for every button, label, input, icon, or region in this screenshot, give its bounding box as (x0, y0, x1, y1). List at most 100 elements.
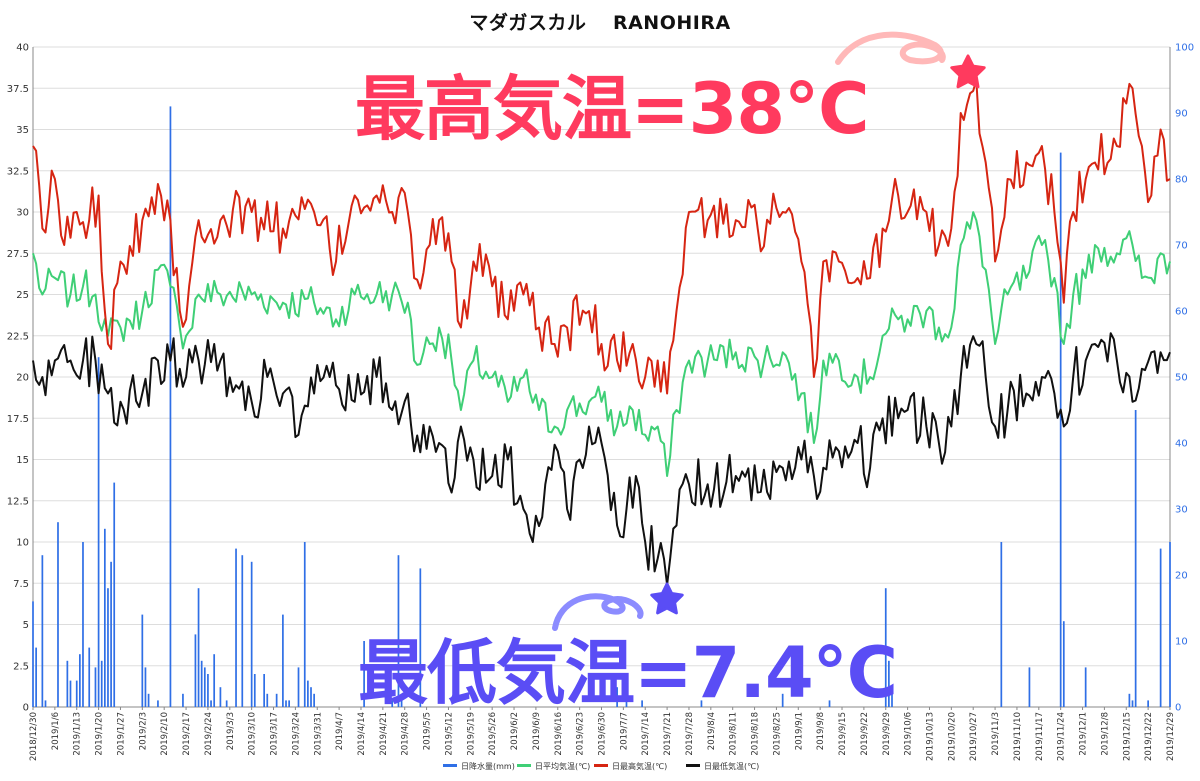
x-tick-label: 2019/6/2 (510, 712, 520, 750)
precip-bar (1131, 700, 1134, 707)
left-tick-label: 15 (16, 455, 29, 466)
x-tick-label: 2019/3/3 (226, 712, 236, 750)
x-tick-label: 2019/12/8 (1100, 712, 1110, 756)
x-tick-label: 2019/1/20 (95, 712, 105, 756)
low-scribble (552, 593, 644, 631)
x-tick-label: 2019/7/14 (641, 712, 651, 756)
precip-bar (1147, 700, 1149, 707)
low-star-icon (650, 582, 684, 615)
precip-bar (616, 687, 618, 707)
x-tick-label: 2019/1/27 (116, 712, 126, 756)
x-tick-label: 2019/2/10 (160, 712, 170, 756)
right-tick-label: 40 (1175, 439, 1188, 450)
precip-bar (285, 700, 287, 707)
right-tick-label: 60 (1175, 307, 1188, 318)
precip-bar (313, 693, 315, 707)
precip-bar (110, 561, 112, 707)
right-tick-label: 30 (1175, 505, 1188, 516)
x-tick-label: 2019/3/10 (248, 712, 258, 756)
x-tick-label: 2019/10/27 (969, 712, 979, 761)
right-tick-label: 50 (1175, 373, 1188, 384)
x-tick-label: 2019/8/18 (751, 712, 761, 756)
legend: 日降水量(mm) 日平均気温(℃) 日最高気温(℃) 日最低気温(℃) (443, 761, 759, 771)
precip-bar (235, 548, 237, 707)
precip-bar (828, 700, 831, 707)
precip-bar (310, 687, 312, 707)
precip-bar (303, 542, 306, 707)
temperature-lines (32, 79, 1171, 586)
precip-bar (400, 693, 403, 707)
right-tick-label: 20 (1175, 571, 1188, 582)
precip-bar (282, 614, 284, 707)
precip-bar (253, 674, 256, 707)
x-tick-label: 2019/4/14 (357, 712, 367, 756)
max-temp-annotation: 最高気温=38°C (355, 68, 869, 150)
precip-bar (169, 106, 172, 707)
precip-bar (263, 674, 266, 707)
left-tick-label: 35 (16, 125, 29, 136)
left-tick-label: 12.5 (7, 496, 29, 507)
x-tick-label: 2019/4/28 (401, 712, 411, 756)
left-tick-label: 2.5 (13, 661, 29, 672)
precip-bar (182, 693, 184, 707)
x-tick-label: 2019/9/29 (882, 712, 892, 756)
chart-title: マダガスカル RANOHIRA (469, 12, 731, 34)
left-tick-label: 20 (16, 373, 29, 384)
right-tick-label: 90 (1175, 109, 1188, 120)
x-tick-label: 2019/5/19 (466, 712, 476, 756)
precip-bar (625, 687, 628, 707)
left-tick-label: 27.5 (7, 249, 29, 260)
precip-bar (891, 693, 893, 707)
right-tick-label: 80 (1175, 175, 1188, 186)
precip-bar (1000, 542, 1003, 707)
right-y-axis: 0 10 20 30 40 50 60 70 80 90 100 (1169, 43, 1194, 714)
precip-bar (82, 542, 84, 707)
x-tick-label: 2019/6/23 (576, 712, 586, 756)
x-tick-label: 2019/7/28 (685, 712, 695, 756)
x-tick-label: 2019/9/8 (816, 712, 826, 750)
x-tick-label: 2019/5/12 (444, 712, 454, 756)
x-tick-label: 2019/1/13 (73, 712, 83, 756)
precip-bar (103, 528, 106, 707)
precip-bar (75, 680, 78, 707)
left-tick-label: 10 (16, 538, 29, 549)
x-tick-label: 2019/8/25 (772, 712, 782, 756)
precip-bar (288, 700, 290, 707)
precip-bar (297, 667, 300, 707)
precip-bar (275, 693, 278, 707)
x-tick-label: 2019/9/1 (794, 712, 804, 750)
x-tick-label: 2019/11/17 (1035, 712, 1045, 761)
precip-bar (397, 555, 400, 707)
x-tick-label: 2019/6/30 (598, 712, 608, 756)
x-tick-label: 2019/12/15 (1122, 712, 1132, 761)
x-tick-label: 2019/2/3 (138, 712, 148, 750)
precip-bar (641, 700, 643, 707)
x-tick-label: 2019/4/21 (379, 712, 389, 756)
precip-bar (141, 614, 144, 707)
x-tick-label: 2019/7/7 (619, 712, 629, 750)
legend-label: 日最低気温(℃) (704, 761, 759, 771)
precip-bar (107, 588, 109, 707)
precip-bar (41, 555, 44, 707)
precip-bar (884, 588, 887, 707)
right-tick-label: 70 (1175, 241, 1188, 252)
left-tick-label: 25 (16, 290, 29, 301)
left-tick-label: 30 (16, 208, 29, 219)
precip-bar (1159, 548, 1162, 707)
gridlines (33, 46, 1170, 667)
x-tick-label: 2019/10/6 (904, 712, 914, 756)
precip-bar (94, 667, 97, 707)
precip-bar (203, 667, 206, 707)
precip-bar (419, 568, 422, 707)
x-tick-label: 2019/2/17 (182, 712, 192, 756)
precip-bar (219, 687, 222, 707)
x-tick-label: 2019/12/29 (1166, 712, 1176, 761)
precip-bar (100, 660, 103, 707)
precip-bar (225, 700, 228, 707)
precip-bar (35, 647, 37, 707)
x-tick-label: 2019/5/5 (423, 712, 433, 750)
min-temp-annotation: 最低気温=7.4°C (358, 632, 898, 714)
precip-bar (700, 700, 703, 707)
x-tick-label: 2018/12/30 (29, 712, 39, 761)
x-tick-label: 2019/9/22 (860, 712, 870, 756)
